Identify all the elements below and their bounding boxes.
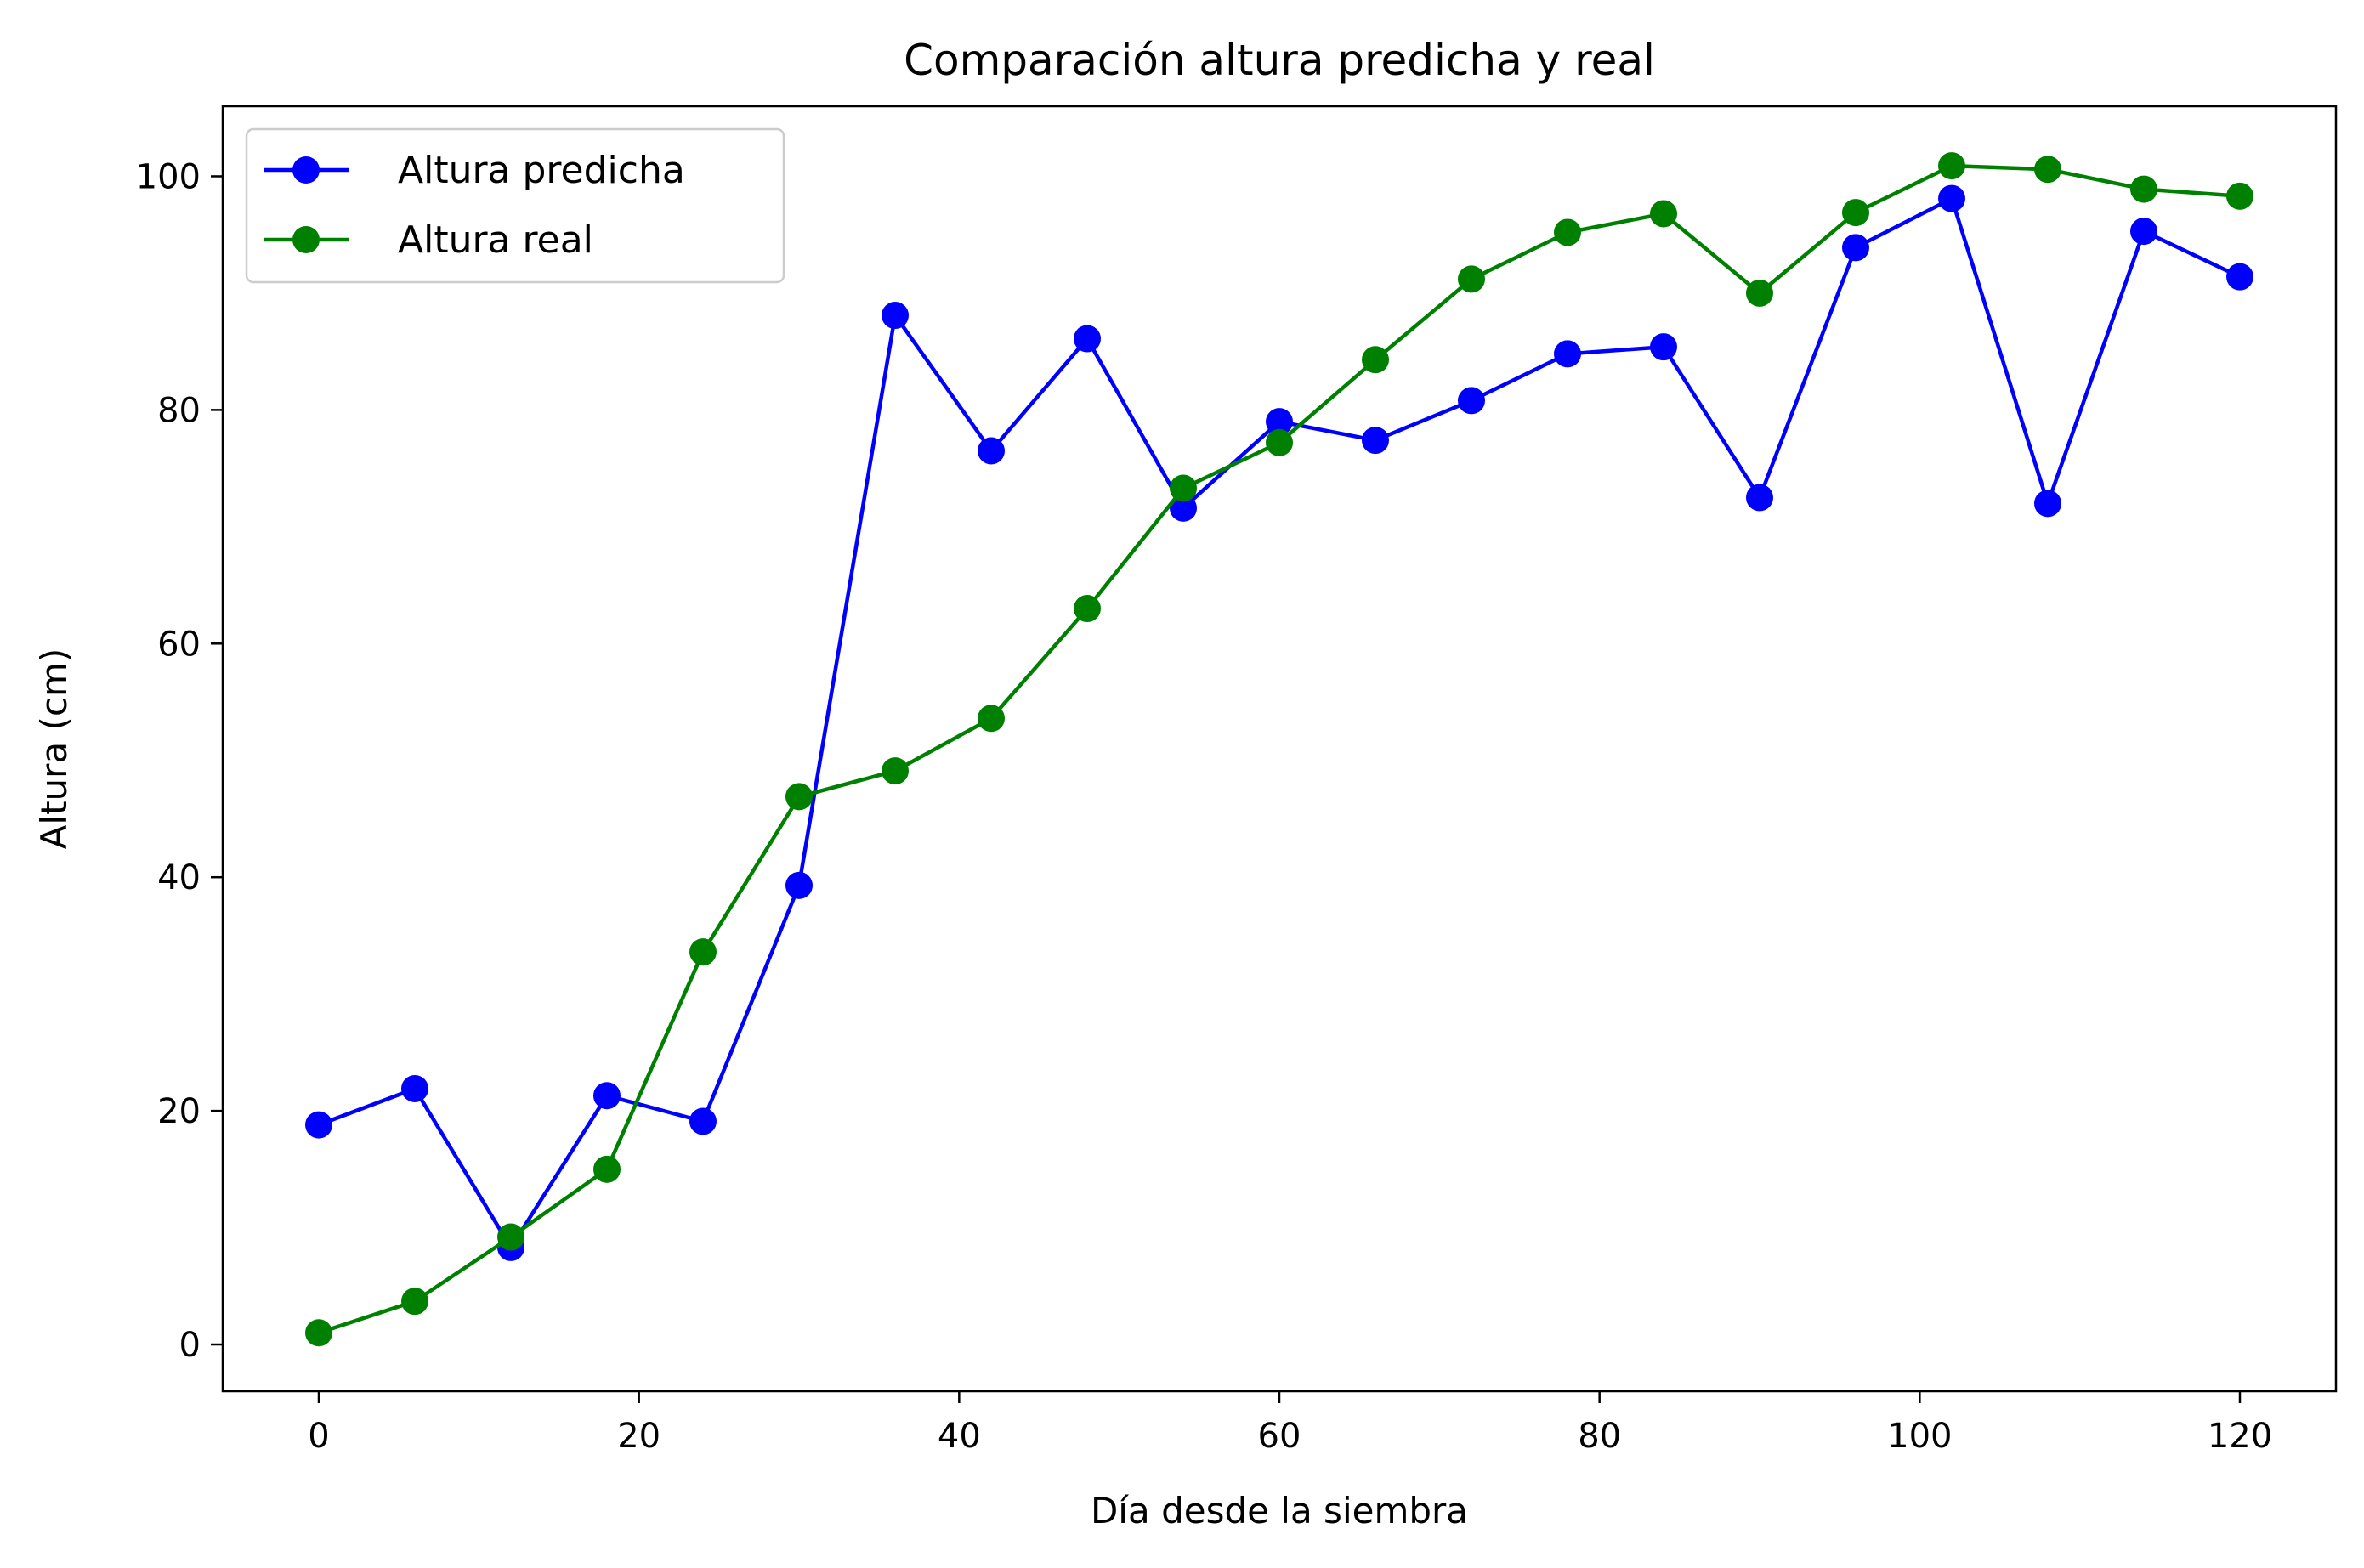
- data-point: [1362, 427, 1389, 455]
- data-point: [785, 871, 813, 899]
- x-tick-label: 80: [1578, 1417, 1621, 1456]
- y-tick-label: 60: [157, 625, 201, 664]
- data-point: [2226, 182, 2253, 210]
- data-point: [2034, 490, 2061, 518]
- data-point: [1458, 387, 1485, 415]
- x-tick-label: 120: [2208, 1417, 2272, 1456]
- y-axis-ticks: 0 20 40 60 80 100: [136, 157, 223, 1365]
- data-point: [1650, 333, 1677, 361]
- data-point: [882, 302, 909, 330]
- legend-box: [245, 127, 785, 284]
- data-point: [305, 1111, 332, 1139]
- data-point: [305, 1319, 332, 1347]
- data-point: [1842, 199, 1869, 227]
- data-point: [1170, 494, 1197, 522]
- data-point: [1554, 218, 1581, 246]
- data-point: [2226, 263, 2253, 291]
- data-point: [2130, 175, 2157, 203]
- series-1: [305, 184, 2253, 1261]
- legend-marker: [292, 226, 320, 253]
- x-tick-label: 20: [617, 1417, 660, 1456]
- data-point: [689, 938, 717, 966]
- data-point: [1554, 340, 1581, 368]
- y-tick-label: 0: [179, 1326, 201, 1365]
- y-tick-label: 20: [157, 1092, 201, 1131]
- legend-item: Altura real: [264, 218, 593, 262]
- y-tick-label: 80: [157, 391, 201, 430]
- legend: Altura predicha Altura real: [245, 127, 785, 284]
- data-point: [1266, 408, 1293, 436]
- legend-marker: [292, 156, 320, 184]
- data-point: [2130, 218, 2157, 246]
- legend-label: Altura real: [398, 218, 593, 262]
- data-point: [978, 705, 1005, 733]
- legend-label: Altura predicha: [398, 149, 685, 192]
- y-axis-label: Altura (cm): [33, 648, 75, 850]
- data-point: [1170, 474, 1197, 502]
- x-tick-label: 0: [308, 1417, 329, 1456]
- x-axis-ticks: 0 20 40 60 80 100 120: [308, 1391, 2272, 1456]
- x-tick-label: 60: [1258, 1417, 1301, 1456]
- data-point: [1074, 595, 1101, 623]
- series-2: [305, 152, 2253, 1347]
- data-point: [1938, 152, 1965, 180]
- data-point: [1362, 346, 1389, 374]
- data-point: [1938, 184, 1965, 212]
- data-point: [2034, 156, 2061, 184]
- data-point: [689, 1107, 717, 1135]
- y-tick-label: 100: [136, 157, 201, 196]
- axes: 0 20 40 60 80 100 120 0 20 40 60 80 100: [136, 105, 2338, 1456]
- data-point: [401, 1074, 428, 1102]
- data-point: [785, 783, 813, 811]
- data-point: [401, 1288, 428, 1316]
- x-tick-label: 100: [1887, 1417, 1952, 1456]
- data-point: [593, 1155, 621, 1183]
- data-point: [1842, 234, 1869, 262]
- chart-title: Comparación altura predicha y real: [904, 36, 1655, 85]
- data-point: [1458, 265, 1485, 293]
- data-point: [1266, 428, 1293, 456]
- data-point: [593, 1082, 621, 1110]
- data-point: [882, 757, 909, 785]
- data-point: [1650, 200, 1677, 228]
- legend-item: Altura predicha: [264, 149, 685, 192]
- data-point: [1074, 325, 1101, 353]
- data-point: [978, 437, 1005, 465]
- series-layer: [305, 152, 2253, 1347]
- x-tick-label: 40: [938, 1417, 981, 1456]
- x-axis-label: Día desde la siembra: [1091, 1490, 1468, 1531]
- data-point: [1746, 279, 1773, 307]
- data-point: [497, 1223, 524, 1251]
- y-tick-label: 40: [157, 858, 201, 897]
- data-point: [1746, 484, 1773, 512]
